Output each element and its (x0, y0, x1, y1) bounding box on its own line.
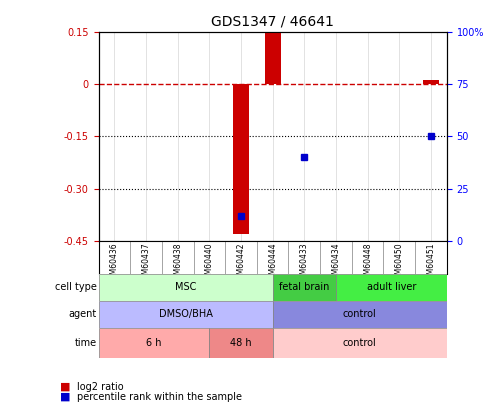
Bar (99, 274, 272, 301)
Bar (265, 33, 280, 84)
Text: ■: ■ (60, 392, 70, 402)
Text: fetal brain: fetal brain (279, 282, 329, 292)
Text: adult liver: adult liver (367, 282, 416, 292)
Bar (336, 274, 447, 301)
Bar (272, 274, 336, 301)
Text: control: control (343, 338, 377, 347)
Text: GSM60451: GSM60451 (427, 243, 436, 284)
Text: GSM60440: GSM60440 (205, 243, 214, 284)
Bar (99, 301, 272, 328)
Text: 6 h: 6 h (146, 338, 162, 347)
Text: MSC: MSC (175, 282, 196, 292)
Text: GSM60448: GSM60448 (363, 243, 372, 284)
Text: GSM60434: GSM60434 (331, 243, 340, 284)
Text: GSM60450: GSM60450 (395, 243, 404, 284)
Text: GSM60437: GSM60437 (142, 243, 151, 284)
Bar (99, 328, 210, 358)
Text: DMSO/BHA: DMSO/BHA (159, 309, 213, 319)
Text: GSM60442: GSM60442 (237, 243, 246, 284)
Text: control: control (343, 309, 377, 319)
Bar (233, 84, 249, 234)
Text: 48 h: 48 h (230, 338, 252, 347)
Text: ■: ■ (60, 382, 70, 392)
Bar (272, 328, 447, 358)
Bar (272, 301, 447, 328)
Title: GDS1347 / 46641: GDS1347 / 46641 (211, 15, 334, 29)
Text: GSM60438: GSM60438 (173, 243, 182, 284)
Text: GSM60436: GSM60436 (110, 243, 119, 284)
Text: agent: agent (69, 309, 97, 319)
Bar (210, 328, 272, 358)
Bar (423, 81, 439, 84)
Text: log2 ratio: log2 ratio (77, 382, 124, 392)
Text: GSM60444: GSM60444 (268, 243, 277, 284)
Text: cell type: cell type (55, 282, 97, 292)
Text: percentile rank within the sample: percentile rank within the sample (77, 392, 243, 402)
Text: GSM60433: GSM60433 (300, 243, 309, 284)
Text: time: time (75, 338, 97, 347)
